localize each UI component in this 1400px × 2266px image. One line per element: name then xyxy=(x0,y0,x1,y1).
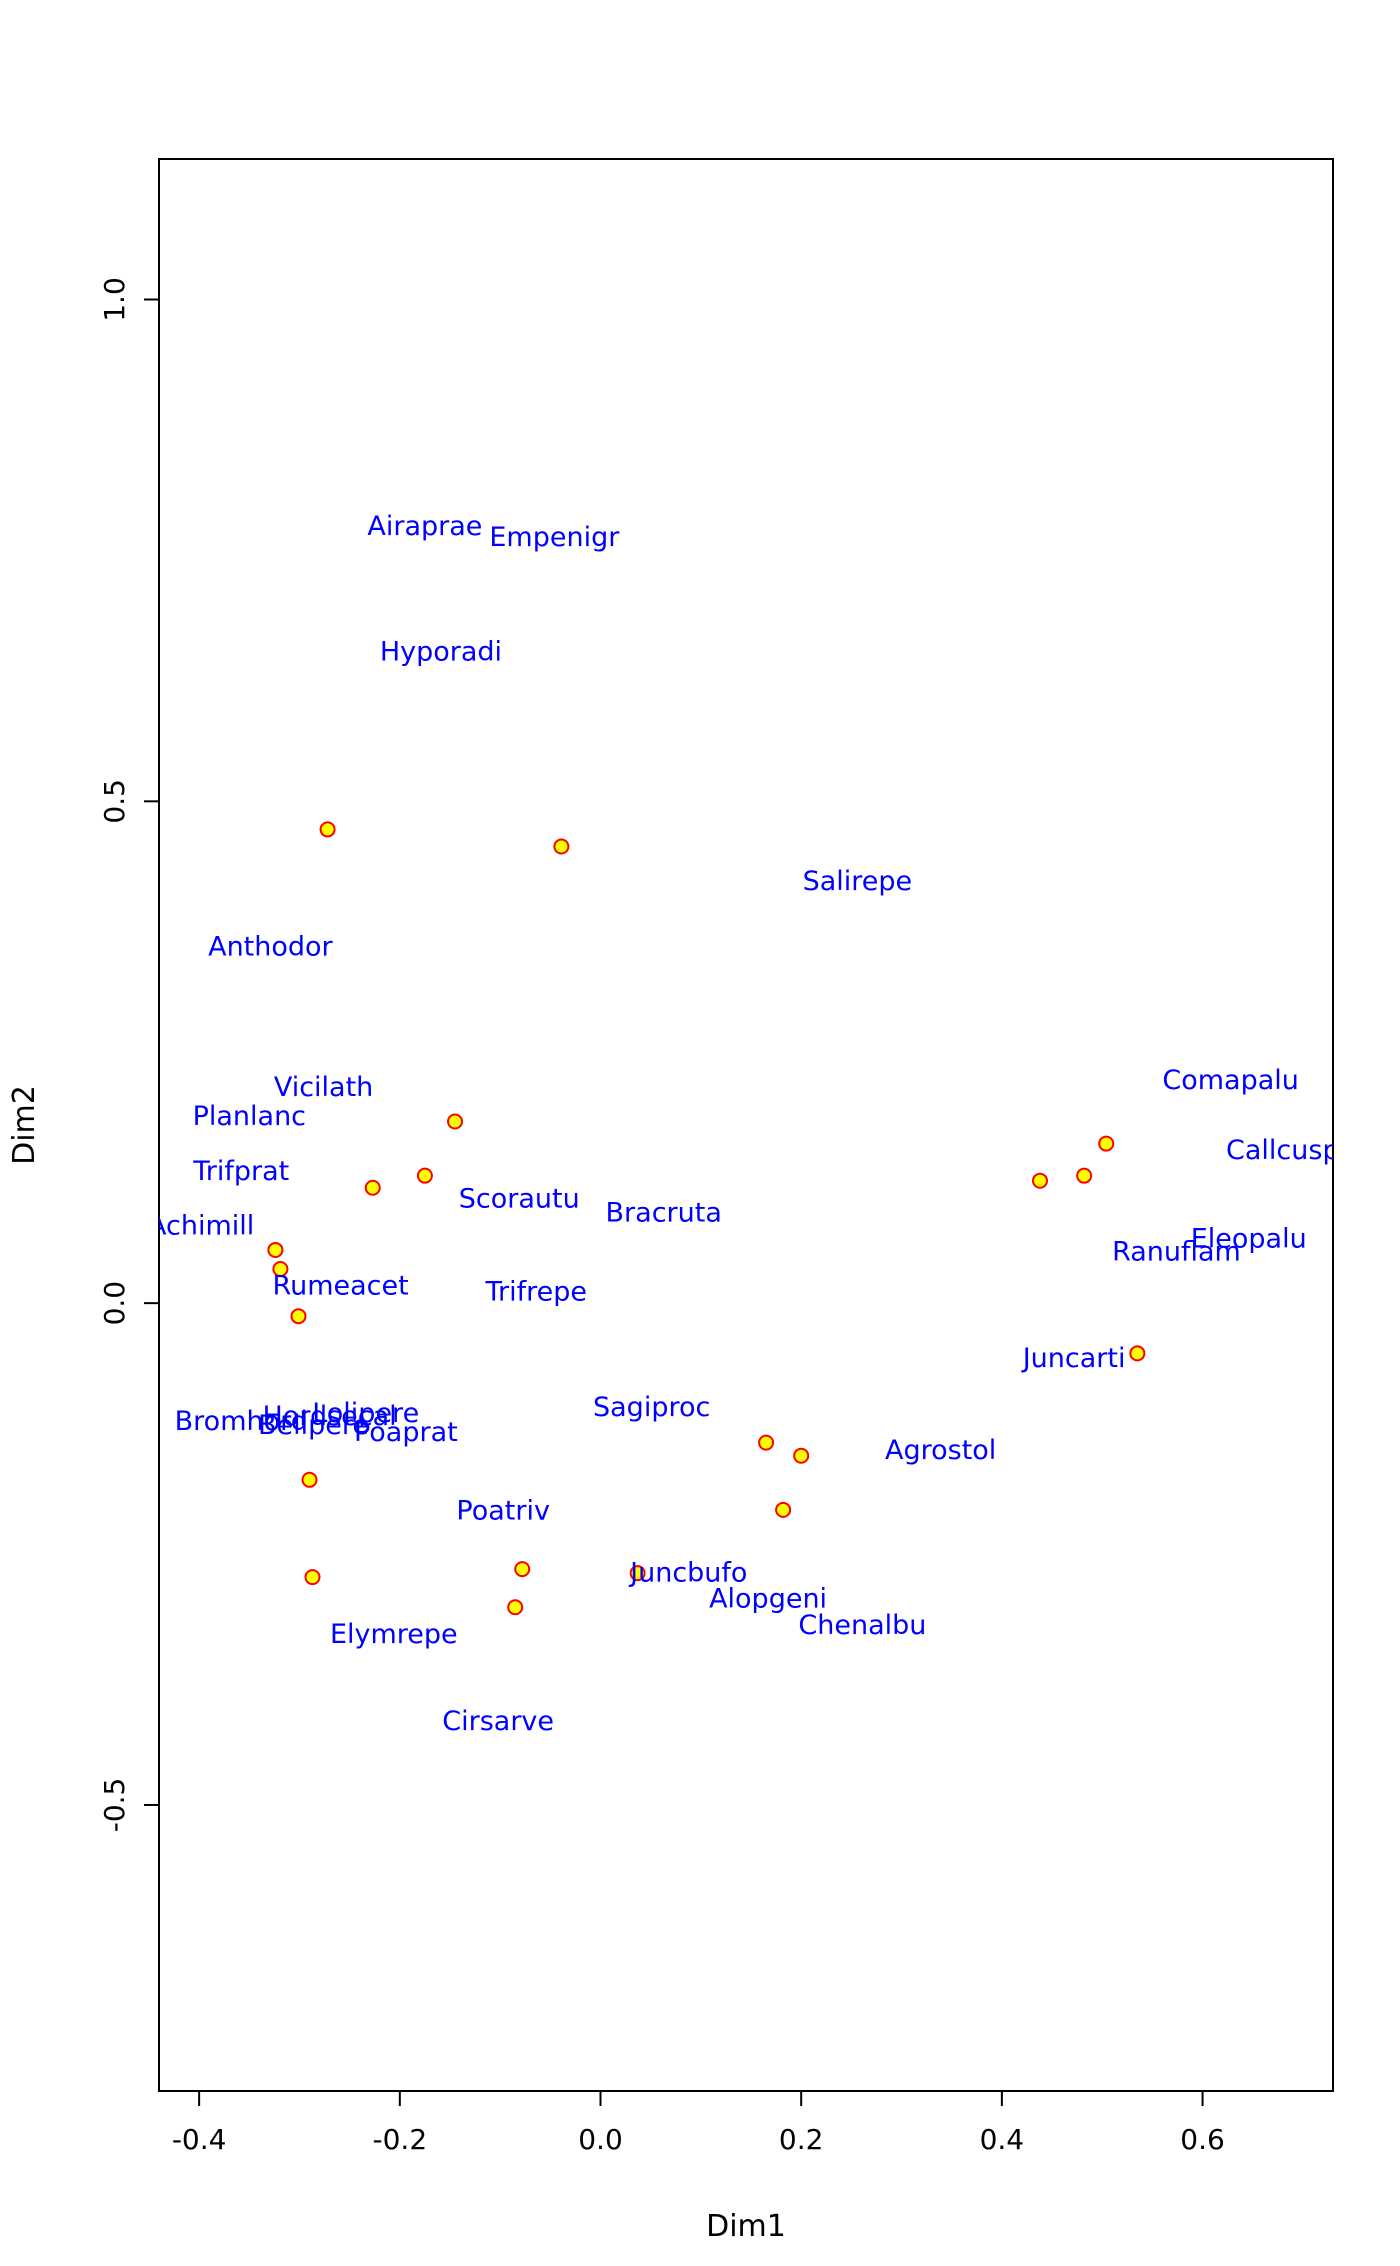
species-label: Empenigr xyxy=(489,522,620,553)
species-labels: Airaprae Empenigr Hyporadi Salirepe Anthodor… xyxy=(148,511,1340,1737)
site-point xyxy=(447,1113,464,1130)
site-point xyxy=(364,1179,381,1196)
species-label: Comapalu xyxy=(1162,1065,1299,1096)
x-tick-label: 0.6 xyxy=(1180,2123,1225,2156)
species-label: Bromhord xyxy=(175,1406,308,1437)
site-point xyxy=(301,1471,318,1488)
y-tick-label: 0.0 xyxy=(98,1281,131,1326)
site-point xyxy=(1098,1135,1115,1152)
species-label: Callcusp xyxy=(1226,1135,1340,1166)
y-tick-label: 1.0 xyxy=(98,277,131,322)
x-tick-label: 0.2 xyxy=(779,2123,824,2156)
y-tick-label: 0.5 xyxy=(98,779,131,824)
species-label: Hyporadi xyxy=(380,636,502,667)
species-label: Airaprae xyxy=(367,511,482,542)
species-label: Sagiproc xyxy=(593,1392,710,1423)
species-label: Alopgeni xyxy=(709,1584,827,1615)
site-point xyxy=(553,838,570,855)
y-axis-title: Dim2 xyxy=(7,1085,42,1165)
site-point xyxy=(758,1434,775,1451)
species-label: Anthodor xyxy=(208,931,333,962)
species-label: Trifrepe xyxy=(485,1277,588,1308)
site-point xyxy=(1032,1172,1049,1189)
site-point xyxy=(267,1241,284,1258)
site-point xyxy=(775,1501,792,1518)
species-label: Trifprat xyxy=(192,1156,289,1187)
site-point xyxy=(290,1308,307,1325)
species-label: Ranuflam xyxy=(1112,1236,1241,1267)
x-tick-label: -0.2 xyxy=(373,2123,428,2156)
site-point xyxy=(319,821,336,838)
site-point xyxy=(507,1599,524,1616)
species-label: Hordsecal xyxy=(263,1401,397,1432)
species-label: Salirepe xyxy=(803,866,913,897)
site-point xyxy=(793,1447,810,1464)
site-point xyxy=(304,1569,321,1586)
x-tick-label: -0.4 xyxy=(172,2123,227,2156)
site-point xyxy=(272,1261,289,1278)
site-point xyxy=(629,1565,646,1582)
species-label: Cirsarve xyxy=(442,1706,554,1737)
site-points xyxy=(267,821,1146,1616)
species-label: Poaprat xyxy=(354,1417,458,1448)
species-label: Chenalbu xyxy=(798,1610,926,1641)
species-label: Juncbufo xyxy=(628,1558,747,1589)
y-tick-label: -0.5 xyxy=(98,1778,131,1833)
site-point xyxy=(1076,1167,1093,1184)
species-label: Lolipere xyxy=(312,1398,419,1429)
species-label: Bellpere xyxy=(258,1410,369,1441)
species-label: Bracruta xyxy=(606,1197,722,1228)
x-tick-label: 0.0 xyxy=(578,2123,623,2156)
species-label: Vicilath xyxy=(274,1072,373,1103)
species-label: Rumeacet xyxy=(273,1271,409,1302)
species-label: Poatriv xyxy=(456,1495,550,1526)
site-point xyxy=(416,1167,433,1184)
site-point xyxy=(1129,1345,1146,1362)
site-point xyxy=(514,1561,531,1578)
species-label: Elymrepe xyxy=(330,1619,458,1650)
species-label: Scorautu xyxy=(459,1183,580,1214)
species-label: Planlanc xyxy=(193,1101,306,1132)
x-axis: -0.4 -0.2 0.0 0.2 0.4 0.6 xyxy=(172,2090,1225,2156)
species-label: Juncarti xyxy=(1021,1343,1126,1374)
x-tick-label: 0.4 xyxy=(980,2123,1025,2156)
y-axis: -0.5 0.0 0.5 1.0 xyxy=(98,277,160,1833)
species-label: Eleopalu xyxy=(1191,1223,1307,1254)
species-label: Agrostol xyxy=(885,1435,996,1466)
x-axis-title: Dim1 xyxy=(706,2209,786,2244)
species-label: Achimill xyxy=(148,1210,254,1241)
